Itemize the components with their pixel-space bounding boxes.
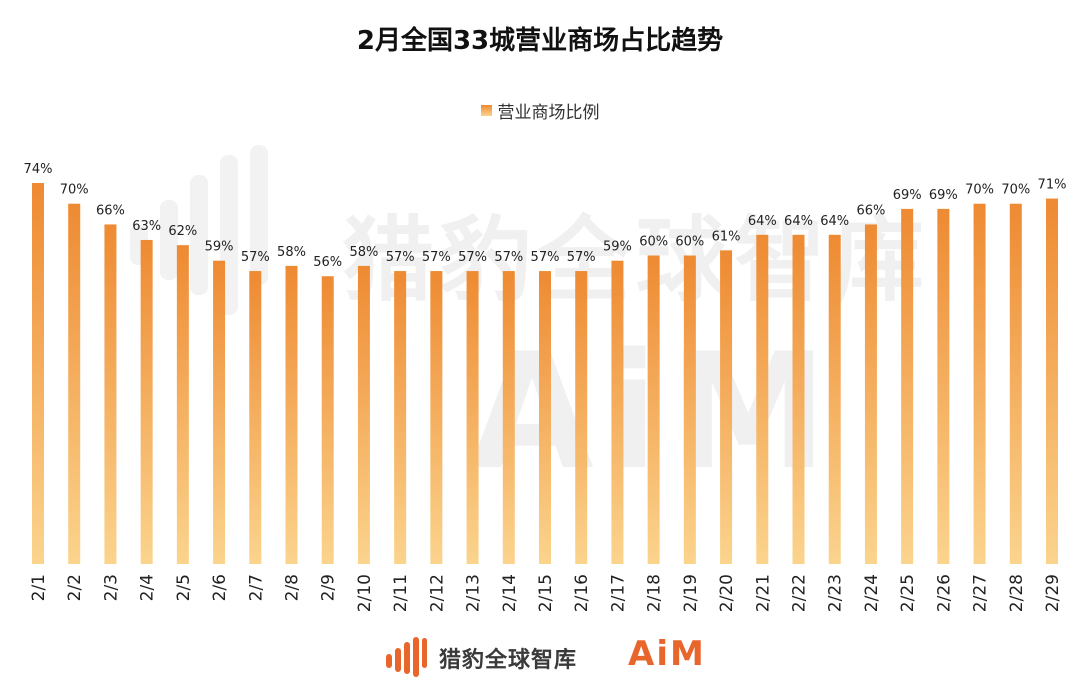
bar-2-22 [792,234,805,565]
x-tick-2-17: 2/17 [608,574,628,612]
data-label-2-24: 66% [856,203,885,218]
data-label-2-8: 58% [277,245,306,260]
data-label-2-21: 64% [748,214,777,229]
x-tick-2-19: 2/19 [681,574,701,612]
footer: 猎豹全球智库 AiM [0,632,1080,682]
bar-2-12 [430,271,443,564]
data-label-2-19: 60% [675,235,704,250]
data-label-2-10: 58% [349,245,378,260]
data-label-2-18: 60% [639,235,668,250]
bar-2-9 [321,276,334,564]
x-tick-2-5: 2/5 [174,574,194,601]
footer-brand-cn: 猎豹全球智库 [439,648,578,673]
bar-2-3 [104,224,117,564]
data-label-2-25: 69% [893,188,922,203]
data-label-2-26: 69% [929,188,958,203]
bar-2-24 [864,224,877,564]
x-tick-2-18: 2/18 [645,574,665,612]
x-tick-2-15: 2/15 [536,574,556,612]
x-tick-2-11: 2/11 [391,574,411,612]
data-label-2-14: 57% [494,250,523,265]
x-tick-2-9: 2/9 [319,574,339,601]
x-tick-2-24: 2/24 [862,574,882,612]
bars-layer [32,183,1058,565]
x-tick-2-6: 2/6 [210,574,230,601]
data-label-2-1: 74% [24,162,53,177]
x-tick-2-10: 2/10 [355,574,375,612]
bar-2-29 [1046,198,1058,565]
chart-title: 2月全国33城营业商场占比趋势 [356,26,724,56]
bar-2-26 [937,208,950,564]
bar-2-8 [285,265,298,564]
bar-2-18 [647,255,660,564]
x-tick-2-25: 2/25 [898,574,918,612]
bar-2-2 [68,203,81,564]
data-label-2-23: 64% [820,214,849,229]
bar-2-14 [502,271,515,564]
bar-2-16 [575,271,588,564]
x-tick-2-8: 2/8 [283,574,303,601]
x-tick-2-14: 2/14 [500,574,520,612]
x-tick-2-3: 2/3 [101,574,121,601]
bar-2-25 [901,208,914,564]
x-tick-2-29: 2/29 [1043,574,1063,612]
x-tick-2-23: 2/23 [826,574,846,612]
bar-2-4 [140,239,153,565]
bar-2-13 [466,271,479,564]
data-label-2-16: 57% [567,250,596,265]
data-label-2-5: 62% [168,224,197,239]
x-tick-2-7: 2/7 [246,574,266,601]
bar-2-1 [32,183,44,564]
x-tick-2-22: 2/22 [790,574,810,612]
x-tick-2-16: 2/16 [572,574,592,612]
bar-2-11 [394,271,407,564]
x-tick-2-1: 2/1 [29,574,49,601]
data-label-2-9: 56% [313,255,342,270]
data-label-2-29: 71% [1038,178,1067,193]
x-tick-2-28: 2/28 [1007,574,1027,612]
bar-2-6 [213,260,226,564]
data-label-2-28: 70% [1001,183,1030,198]
data-label-2-17: 59% [603,240,632,255]
x-tick-2-21: 2/21 [753,574,773,612]
x-tick-2-27: 2/27 [971,574,991,612]
x-tick-2-12: 2/12 [427,574,447,612]
data-label-2-3: 66% [96,203,125,218]
bar-2-7 [249,271,262,564]
data-label-2-4: 63% [132,219,161,234]
x-tick-2-26: 2/26 [934,574,954,612]
x-tick-2-4: 2/4 [138,574,158,601]
data-label-2-13: 57% [458,250,487,265]
legend-swatch [480,105,492,116]
data-label-2-2: 70% [60,183,89,198]
bar-2-23 [828,234,841,565]
bar-2-5 [176,245,189,564]
x-tick-labels-layer: 2/1 2/2 2/3 2/4 2/5 2/6 2/7 2/8 2/9 2/10 2/11 2/12 2… [29,574,1063,612]
data-label-2-11: 57% [386,250,415,265]
data-label-2-20: 61% [712,229,741,244]
data-label-2-7: 57% [241,250,270,265]
footer-brand-en: AiM [628,634,706,674]
footer-bars-logo [386,637,427,677]
bar-2-17 [611,260,624,564]
data-label-2-27: 70% [965,183,994,198]
x-tick-2-13: 2/13 [464,574,484,612]
x-tick-2-20: 2/20 [717,574,737,612]
legend: 营业商场比例 [0,98,1080,123]
x-tick-2-2: 2/2 [65,574,85,601]
bar-2-28 [1009,203,1022,564]
data-labels-layer: 74% 70% 66% 63% 62% 59% 57% 58% 56% 58% 57% 57% 57% 5… [24,162,1067,270]
bar-2-15 [539,271,551,564]
bar-2-19 [683,255,696,564]
data-label-2-12: 57% [422,250,451,265]
bar-2-10 [357,265,370,564]
bar-2-20 [720,250,733,564]
data-label-2-22: 64% [784,214,813,229]
bar-2-21 [756,234,769,565]
bar-2-27 [973,203,986,564]
data-label-2-15: 57% [531,250,560,265]
data-label-2-6: 59% [205,240,234,255]
legend-label: 营业商场比例 [497,103,600,123]
